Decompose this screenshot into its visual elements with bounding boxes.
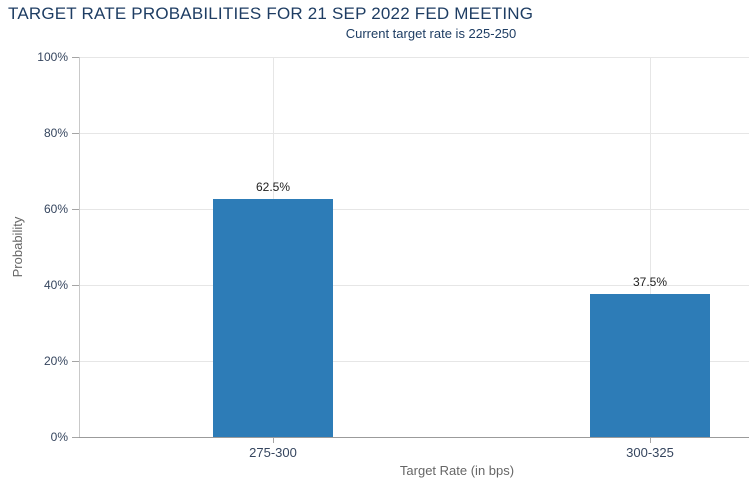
y-axis-title: Probability xyxy=(10,216,25,278)
y-gridline xyxy=(79,285,749,286)
y-axis-line xyxy=(79,57,80,437)
x-axis-line xyxy=(79,437,749,438)
y-gridline xyxy=(79,209,749,210)
chart-title: TARGET RATE PROBABILITIES FOR 21 SEP 202… xyxy=(8,4,534,23)
y-axis-tick xyxy=(72,285,79,286)
x-axis-title: Target Rate (in bps) xyxy=(399,463,515,478)
bar-value-label: 37.5% xyxy=(632,275,668,289)
plot-area: 0% 20% 40% 60% 80% 100% 62.5% 275-300 37.5% 300-3… xyxy=(37,50,749,460)
x-gridline xyxy=(650,57,651,437)
y-tick-label: 20% xyxy=(43,354,68,368)
y-tick-label: 40% xyxy=(43,278,68,292)
x-category-label: 275-300 xyxy=(249,445,297,460)
y-axis-tick xyxy=(72,361,79,362)
bar-300-325[interactable] xyxy=(590,294,710,437)
x-category-label: 300-325 xyxy=(626,445,674,460)
y-axis-tick xyxy=(72,57,79,58)
y-tick-label: 80% xyxy=(43,126,68,140)
y-axis-tick xyxy=(72,437,79,438)
bar-value-label: 62.5% xyxy=(255,180,291,194)
y-gridline xyxy=(79,57,749,58)
y-tick-label: 60% xyxy=(43,202,68,216)
y-tick-label: 0% xyxy=(50,430,68,444)
y-axis-tick xyxy=(72,133,79,134)
y-gridline xyxy=(79,133,749,134)
y-tick-label: 100% xyxy=(37,50,68,64)
y-axis-tick xyxy=(72,209,79,210)
x-axis-tick xyxy=(650,438,651,443)
chart-subtitle: Current target rate is 225-250 xyxy=(345,26,517,41)
y-gridline xyxy=(79,361,749,362)
bar-275-300[interactable] xyxy=(213,199,333,437)
x-axis-tick xyxy=(273,438,274,443)
